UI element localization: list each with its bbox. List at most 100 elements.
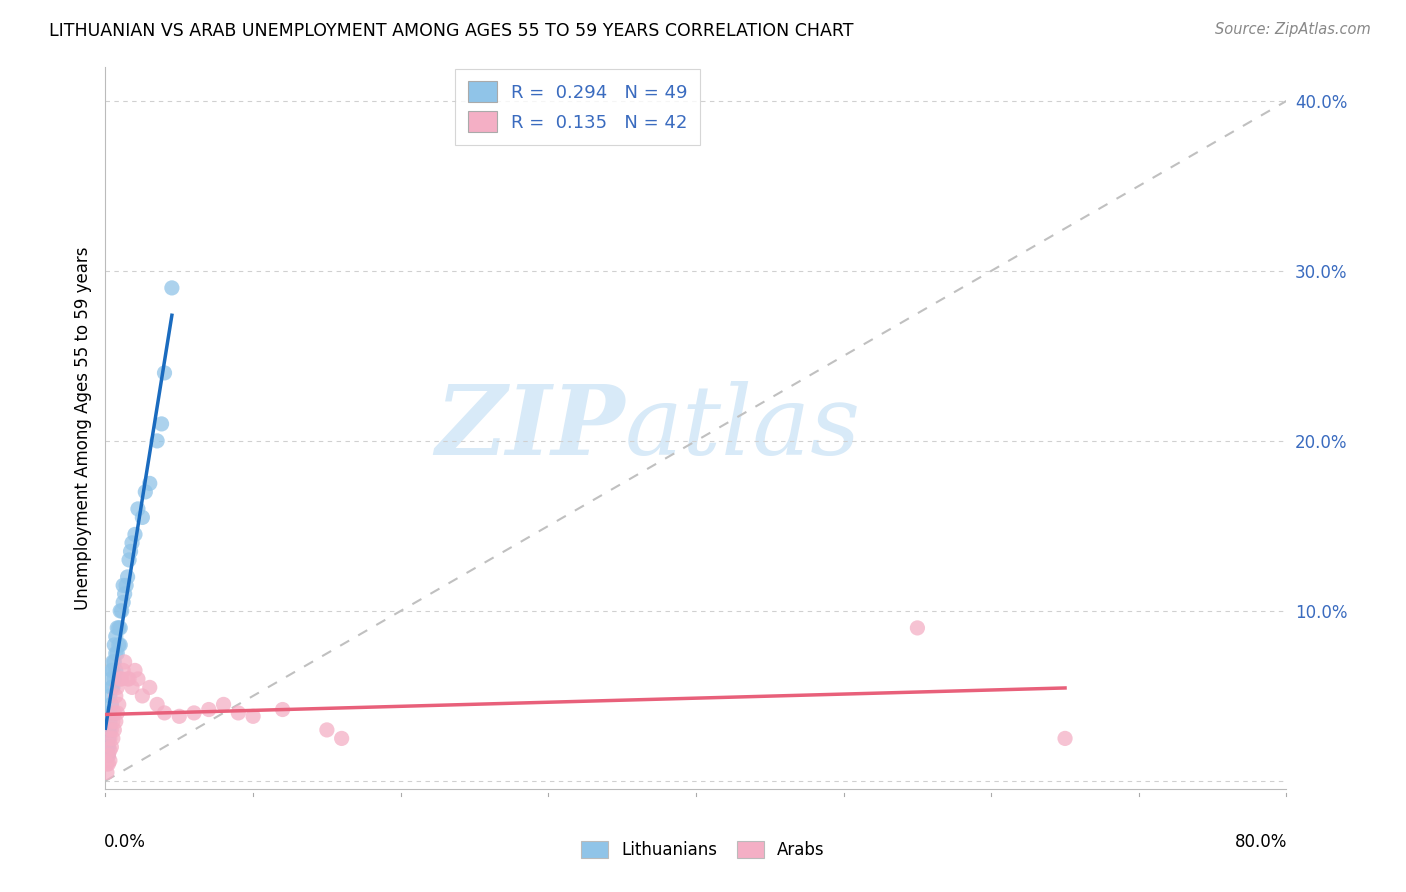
- Point: [228, 706, 250, 720]
- Point: [100, 672, 122, 686]
- Point: [110, 672, 132, 686]
- Point: [120, 544, 142, 558]
- Point: [112, 578, 135, 592]
- Point: [110, 604, 132, 618]
- Point: [107, 621, 129, 635]
- Point: [160, 281, 183, 295]
- Y-axis label: Unemployment Among Ages 55 to 59 years: Unemployment Among Ages 55 to 59 years: [73, 246, 91, 610]
- Point: [110, 621, 132, 635]
- Point: [103, 723, 125, 737]
- Point: [98, 723, 121, 737]
- Point: [97, 739, 120, 754]
- Point: [134, 484, 156, 499]
- Point: [117, 570, 139, 584]
- Point: [146, 698, 169, 712]
- Text: 0.0%: 0.0%: [104, 833, 146, 851]
- Point: [124, 664, 146, 678]
- Point: [138, 681, 162, 695]
- Point: [96, 739, 118, 754]
- Point: [101, 731, 124, 746]
- Point: [104, 714, 127, 729]
- Legend: Lithuanians, Arabs: Lithuanians, Arabs: [575, 834, 831, 866]
- Point: [111, 672, 134, 686]
- Point: [146, 434, 169, 448]
- Point: [104, 647, 127, 661]
- Text: ZIP: ZIP: [436, 381, 626, 475]
- Point: [1054, 731, 1077, 746]
- Point: [105, 621, 128, 635]
- Point: [131, 510, 153, 524]
- Point: [107, 638, 129, 652]
- Point: [98, 743, 121, 757]
- Point: [104, 664, 127, 678]
- Point: [96, 756, 118, 771]
- Point: [103, 672, 125, 686]
- Point: [100, 739, 122, 754]
- Point: [100, 681, 122, 695]
- Point: [101, 655, 124, 669]
- Point: [315, 723, 337, 737]
- Point: [115, 578, 138, 592]
- Point: [97, 756, 120, 771]
- Text: 80.0%: 80.0%: [1236, 833, 1288, 851]
- Point: [97, 748, 120, 763]
- Point: [104, 689, 127, 703]
- Point: [138, 476, 162, 491]
- Point: [98, 714, 121, 729]
- Legend: R =  0.294   N = 49, R =  0.135   N = 42: R = 0.294 N = 49, R = 0.135 N = 42: [456, 69, 700, 145]
- Text: LITHUANIAN VS ARAB UNEMPLOYMENT AMONG AGES 55 TO 59 YEARS CORRELATION CHART: LITHUANIAN VS ARAB UNEMPLOYMENT AMONG AG…: [49, 22, 853, 40]
- Point: [127, 502, 149, 516]
- Point: [98, 731, 121, 746]
- Point: [96, 748, 118, 763]
- Point: [112, 595, 135, 609]
- Point: [110, 638, 132, 652]
- Point: [150, 417, 173, 431]
- Point: [96, 765, 118, 780]
- Point: [103, 655, 125, 669]
- Text: atlas: atlas: [626, 381, 862, 475]
- Point: [101, 664, 124, 678]
- Point: [103, 706, 125, 720]
- Point: [118, 553, 141, 567]
- Text: Source: ZipAtlas.com: Source: ZipAtlas.com: [1215, 22, 1371, 37]
- Point: [124, 527, 146, 541]
- Point: [105, 681, 128, 695]
- Point: [103, 638, 125, 652]
- Point: [98, 689, 121, 703]
- Point: [101, 714, 124, 729]
- Point: [111, 604, 134, 618]
- Point: [97, 748, 120, 763]
- Point: [96, 723, 118, 737]
- Point: [153, 366, 176, 380]
- Point: [114, 587, 136, 601]
- Point: [153, 706, 176, 720]
- Point: [118, 672, 141, 686]
- Point: [169, 709, 191, 723]
- Point: [107, 698, 129, 712]
- Point: [105, 647, 128, 661]
- Point: [212, 698, 235, 712]
- Point: [104, 629, 127, 643]
- Point: [100, 664, 122, 678]
- Point: [98, 706, 121, 720]
- Point: [121, 536, 143, 550]
- Point: [114, 655, 136, 669]
- Point: [100, 698, 122, 712]
- Point: [112, 664, 135, 678]
- Point: [100, 723, 122, 737]
- Point: [330, 731, 353, 746]
- Point: [197, 702, 219, 716]
- Point: [271, 702, 294, 716]
- Point: [97, 731, 120, 746]
- Point: [117, 672, 139, 686]
- Point: [121, 681, 143, 695]
- Point: [131, 689, 153, 703]
- Point: [242, 709, 264, 723]
- Point: [98, 754, 121, 768]
- Point: [101, 681, 124, 695]
- Point: [183, 706, 205, 720]
- Point: [97, 723, 120, 737]
- Point: [105, 706, 128, 720]
- Point: [127, 672, 149, 686]
- Point: [907, 621, 929, 635]
